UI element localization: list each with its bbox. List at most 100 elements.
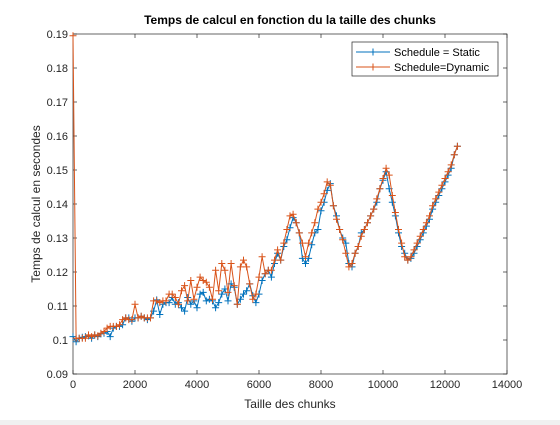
data-point-schedule-dynamic (112, 322, 120, 330)
data-point-schedule-dynamic (119, 316, 127, 324)
y-tick-label: 0.11 (47, 301, 68, 313)
data-point-schedule-static (156, 311, 164, 318)
legend: Schedule = Static Schedule=Dynamic (351, 41, 499, 77)
data-point-schedule-dynamic (438, 181, 446, 189)
data-point-schedule-dynamic (174, 300, 182, 308)
data-point-schedule-dynamic (236, 263, 244, 271)
data-point-schedule-dynamic (354, 243, 362, 250)
data-point-schedule-dynamic (357, 232, 365, 240)
legend-label-schedule-static: Schedule = Static (394, 47, 480, 59)
data-point-schedule-dynamic (373, 195, 381, 203)
data-point-schedule-dynamic (255, 273, 263, 281)
x-tick-label: 12000 (430, 379, 461, 391)
data-point-schedule-static (267, 273, 275, 281)
data-point-schedule-static (305, 254, 313, 262)
data-point-schedule-static (388, 198, 396, 206)
data-point-schedule-dynamic (199, 277, 207, 284)
legend-marker-schedule-dynamic (369, 63, 377, 71)
data-point-schedule-dynamic (444, 168, 452, 176)
data-point-schedule-dynamic (215, 287, 223, 295)
data-point-schedule-dynamic (305, 239, 313, 247)
data-point-schedule-dynamic (326, 181, 334, 189)
y-tick-label: 0.18 (47, 63, 68, 75)
y-tick-label: 0.13 (47, 233, 68, 245)
data-point-schedule-static (199, 288, 207, 296)
y-tick-label: 0.16 (47, 131, 68, 143)
data-point-schedule-dynamic (100, 328, 108, 335)
y-tick-label: 0.1 (53, 335, 68, 347)
data-point-schedule-dynamic (376, 185, 384, 193)
data-point-schedule-dynamic (311, 219, 319, 227)
data-point-schedule-dynamic (240, 256, 247, 264)
data-point-schedule-static (196, 290, 204, 298)
data-point-schedule-dynamic (85, 331, 92, 339)
data-point-schedule-dynamic (364, 219, 371, 227)
data-point-schedule-dynamic (271, 256, 278, 264)
data-point-schedule-dynamic (88, 333, 96, 341)
data-point-schedule-dynamic (230, 282, 238, 290)
x-tick-label: 0 (70, 379, 76, 391)
legend-marker-schedule-static (369, 48, 377, 56)
data-point-schedule-dynamic (162, 297, 170, 305)
data-point-schedule-static (187, 300, 195, 308)
data-point-schedule-dynamic (360, 226, 368, 233)
data-point-schedule-dynamic (205, 283, 213, 291)
data-point-schedule-dynamic (435, 188, 443, 196)
data-point-schedule-static (212, 304, 220, 312)
x-tick-label: 6000 (247, 379, 271, 391)
data-point-schedule-dynamic (432, 195, 440, 203)
x-tick-label: 4000 (185, 379, 209, 391)
data-point-schedule-dynamic (69, 32, 77, 40)
data-point-schedule-dynamic (379, 175, 387, 182)
data-point-schedule-dynamic (153, 297, 161, 305)
data-point-schedule-dynamic (314, 205, 322, 213)
data-point-schedule-dynamic (419, 226, 427, 233)
data-point-schedule-dynamic (258, 253, 266, 261)
data-point-schedule-dynamic (308, 229, 316, 237)
data-point-schedule-dynamic (295, 229, 303, 237)
data-point-schedule-static (215, 299, 223, 307)
data-point-schedule-dynamic (178, 287, 185, 295)
data-point-schedule-dynamic (81, 334, 89, 342)
data-point-schedule-static (202, 297, 210, 305)
data-point-schedule-dynamic (426, 212, 433, 220)
data-point-schedule-static (224, 297, 232, 305)
axes: 0 2000 4000 6000 8000 10000 12000 14000 0.09 0.1 0… (47, 29, 523, 391)
data-point-schedule-dynamic (388, 192, 396, 199)
data-point-schedule-static (193, 304, 201, 312)
data-point-schedule-static (165, 299, 173, 307)
data-point-schedule-dynamic (339, 236, 347, 244)
data-point-schedule-dynamic (348, 260, 356, 267)
data-point-schedule-dynamic (252, 290, 260, 298)
data-point-schedule-dynamic (246, 280, 254, 288)
data-point-schedule-dynamic (233, 300, 241, 308)
series-schedule-dynamic (69, 32, 461, 342)
data-point-schedule-dynamic (202, 278, 210, 286)
data-point-schedule-static (106, 333, 114, 341)
data-point-schedule-static (178, 304, 185, 312)
x-tick-label: 14000 (492, 379, 523, 391)
data-point-schedule-dynamic (227, 260, 235, 267)
data-point-schedule-dynamic (280, 239, 288, 247)
data-point-schedule-dynamic (286, 212, 294, 220)
data-point-schedule-static (240, 290, 247, 298)
data-point-schedule-dynamic (218, 260, 226, 267)
data-point-schedule-dynamic (147, 314, 154, 322)
data-point-schedule-dynamic (395, 226, 402, 233)
data-point-schedule-dynamic (410, 246, 418, 254)
data-point-schedule-dynamic (447, 161, 455, 169)
data-point-schedule-dynamic (401, 253, 409, 261)
data-point-schedule-dynamic (91, 331, 99, 339)
data-point-schedule-dynamic (97, 329, 105, 337)
data-point-schedule-static (258, 277, 266, 284)
data-point-schedule-dynamic (329, 202, 337, 210)
x-tick-label: 2000 (123, 379, 147, 391)
data-point-schedule-dynamic (168, 290, 176, 298)
data-point-schedule-dynamic (370, 205, 378, 213)
data-point-schedule-dynamic (429, 202, 437, 210)
data-point-schedule-dynamic (283, 226, 291, 233)
data-point-schedule-dynamic (292, 219, 300, 227)
x-tick-label: 8000 (309, 379, 333, 391)
data-point-schedule-dynamic (190, 295, 198, 303)
